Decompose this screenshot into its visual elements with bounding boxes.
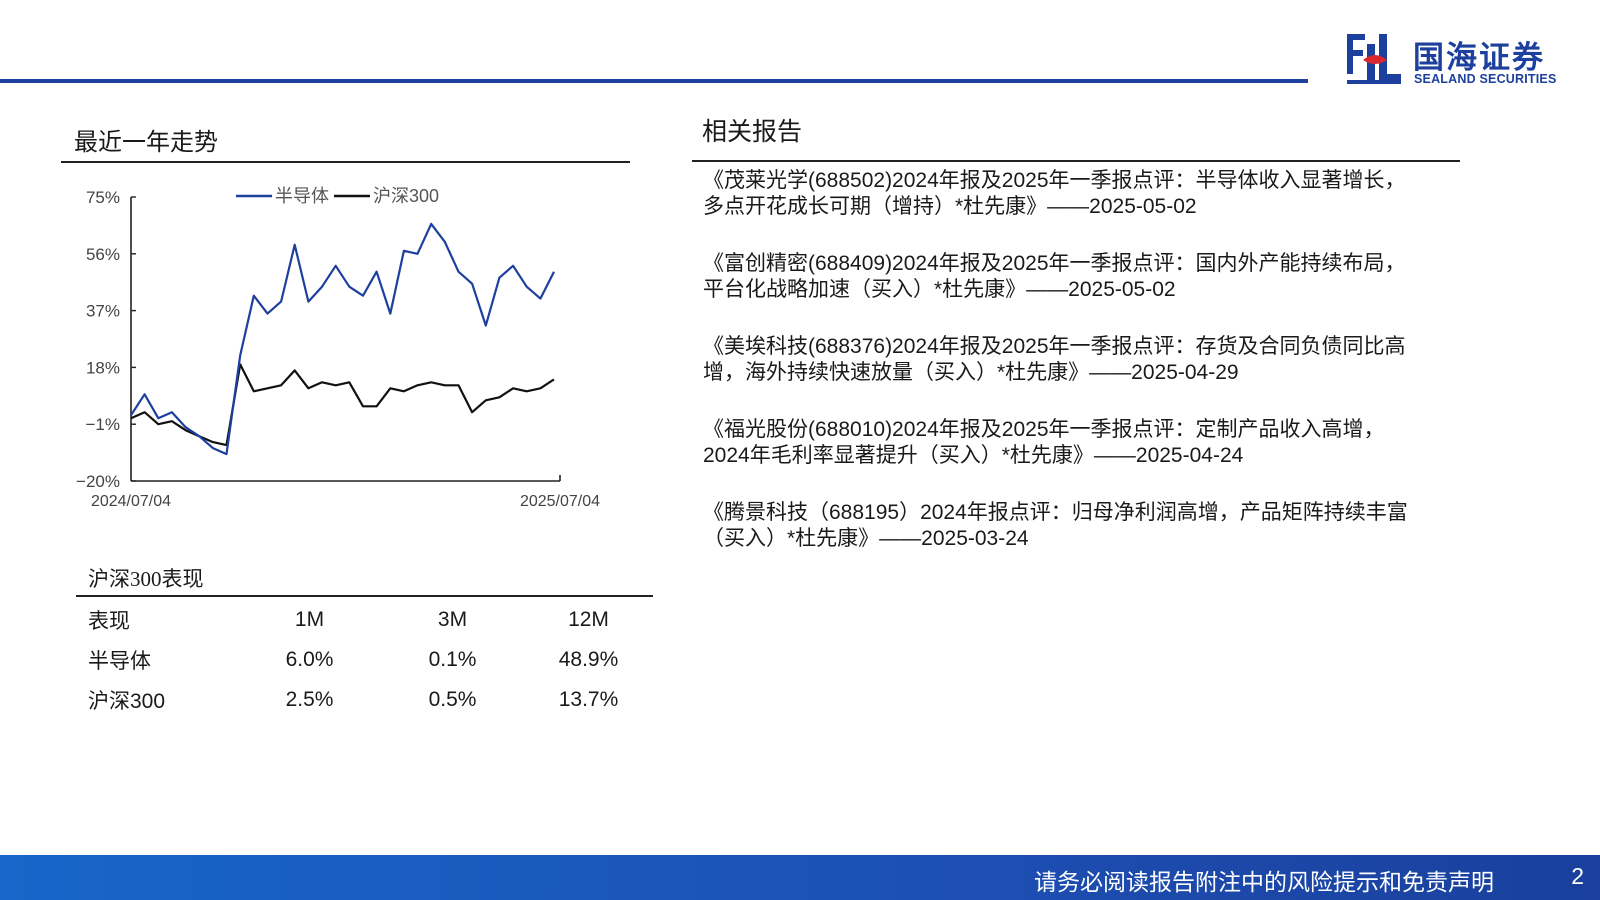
header-rule xyxy=(0,79,1308,83)
sealand-logo-icon xyxy=(1347,34,1401,84)
table-cell: 6.0% xyxy=(285,648,334,671)
table-cell: 13.7% xyxy=(558,688,619,711)
table-header-row: 表现 1M 3M 12M xyxy=(76,600,653,640)
trend-chart-svg: 75% 56% 37% 18% −1% −20% 2024/07/04 2025/07/04 半… xyxy=(76,186,600,510)
chart-y-tick-label: 37% xyxy=(86,302,120,321)
report-line: 2024年毛利率显著提升（买入）*杜先康》——2025-04-24 xyxy=(703,444,1244,467)
report-link[interactable]: 《腾景科技（688195）2024年报点评：归母净利润高增，产品矩阵持续丰富 （… xyxy=(703,500,1463,552)
table-cell: 0.5% xyxy=(428,688,477,711)
related-reports-list: 《茂莱光学(688502)2024年报及2025年一季报点评：半导体收入显著增长… xyxy=(703,168,1463,583)
table-header-cell: 1M xyxy=(294,608,325,631)
report-link[interactable]: 《福光股份(688010)2024年报及2025年一季报点评：定制产品收入高增，… xyxy=(703,417,1463,469)
chart-legend-label-csi300: 沪深300 xyxy=(373,186,439,206)
chart-y-tick-label: −20% xyxy=(76,472,120,491)
report-line: 《富创精密(688409)2024年报及2025年一季报点评：国内外产能持续布局… xyxy=(703,252,1406,275)
report-link[interactable]: 《富创精密(688409)2024年报及2025年一季报点评：国内外产能持续布局… xyxy=(703,251,1463,303)
table-header-cell: 表现 xyxy=(88,610,130,633)
table-cell: 沪深300 xyxy=(88,690,166,713)
brand-name-en: SEALAND SECURITIES xyxy=(1414,72,1557,86)
table-header-cell: 12M xyxy=(568,608,609,631)
report-link[interactable]: 《茂莱光学(688502)2024年报及2025年一季报点评：半导体收入显著增长… xyxy=(703,168,1463,220)
table-row: 半导体 6.0% 0.1% 48.9% xyxy=(76,640,653,680)
chart-x-end-label: 2025/07/04 xyxy=(520,493,600,510)
report-line: 增，海外持续快速放量（买入）*杜先康》——2025-04-29 xyxy=(703,361,1239,384)
table-cell: 48.9% xyxy=(558,648,619,671)
trend-section-rule xyxy=(61,161,630,163)
chart-legend-label-semiconductor: 半导体 xyxy=(275,186,329,206)
table-cell: 半导体 xyxy=(88,650,151,673)
chart-y-tick-label: 75% xyxy=(86,188,120,207)
performance-table: 表现 1M 3M 12M 半导体 6.0% 0.1% 48.9% 沪深300 2… xyxy=(76,600,653,720)
chart-x-start-label: 2024/07/04 xyxy=(91,493,171,510)
report-line: 多点开花成长可期（增持）*杜先康》——2025-05-02 xyxy=(703,195,1197,218)
report-line: 《福光股份(688010)2024年报及2025年一季报点评：定制产品收入高增， xyxy=(703,418,1385,441)
chart-y-tick-label: 18% xyxy=(86,358,120,377)
performance-rule xyxy=(76,595,653,597)
chart-y-tick-label: 56% xyxy=(86,245,120,264)
page-number: 2 xyxy=(1571,863,1584,889)
trend-section-title: 最近一年走势 xyxy=(74,129,218,156)
report-line: 《腾景科技（688195）2024年报点评：归母净利润高增，产品矩阵持续丰富 xyxy=(703,501,1408,524)
report-line: 《美埃科技(688376)2024年报及2025年一季报点评：存货及合同负债同比… xyxy=(703,335,1406,358)
table-row: 沪深300 2.5% 0.5% 13.7% xyxy=(76,680,653,720)
report-link[interactable]: 《美埃科技(688376)2024年报及2025年一季报点评：存货及合同负债同比… xyxy=(703,334,1463,386)
footer-bar: 请务必阅读报告附注中的风险提示和免责声明 2 xyxy=(0,855,1600,900)
footer-disclaimer: 请务必阅读报告附注中的风险提示和免责声明 xyxy=(1034,869,1494,895)
trend-chart: 75% 56% 37% 18% −1% −20% 2024/07/04 2025/07/04 半… xyxy=(60,175,630,530)
related-reports-title: 相关报告 xyxy=(702,118,803,146)
table-cell: 0.1% xyxy=(428,648,477,671)
table-header-cell: 3M xyxy=(437,608,468,631)
related-reports-rule xyxy=(692,160,1460,162)
performance-title: 沪深300表现 xyxy=(88,567,204,591)
report-line: 平台化战略加速（买入）*杜先康》——2025-05-02 xyxy=(703,278,1176,301)
chart-y-tick-label: −1% xyxy=(86,415,121,434)
brand-name-cn: 国海证券 xyxy=(1413,40,1545,75)
report-line: （买入）*杜先康》——2025-03-24 xyxy=(703,527,1029,550)
report-line: 《茂莱光学(688502)2024年报及2025年一季报点评：半导体收入显著增长… xyxy=(703,169,1406,192)
brand-logo: 国海证券 SEALAND SECURITIES xyxy=(1345,30,1575,90)
chart-series-line-semiconductor xyxy=(130,222,555,456)
table-cell: 2.5% xyxy=(285,688,334,711)
